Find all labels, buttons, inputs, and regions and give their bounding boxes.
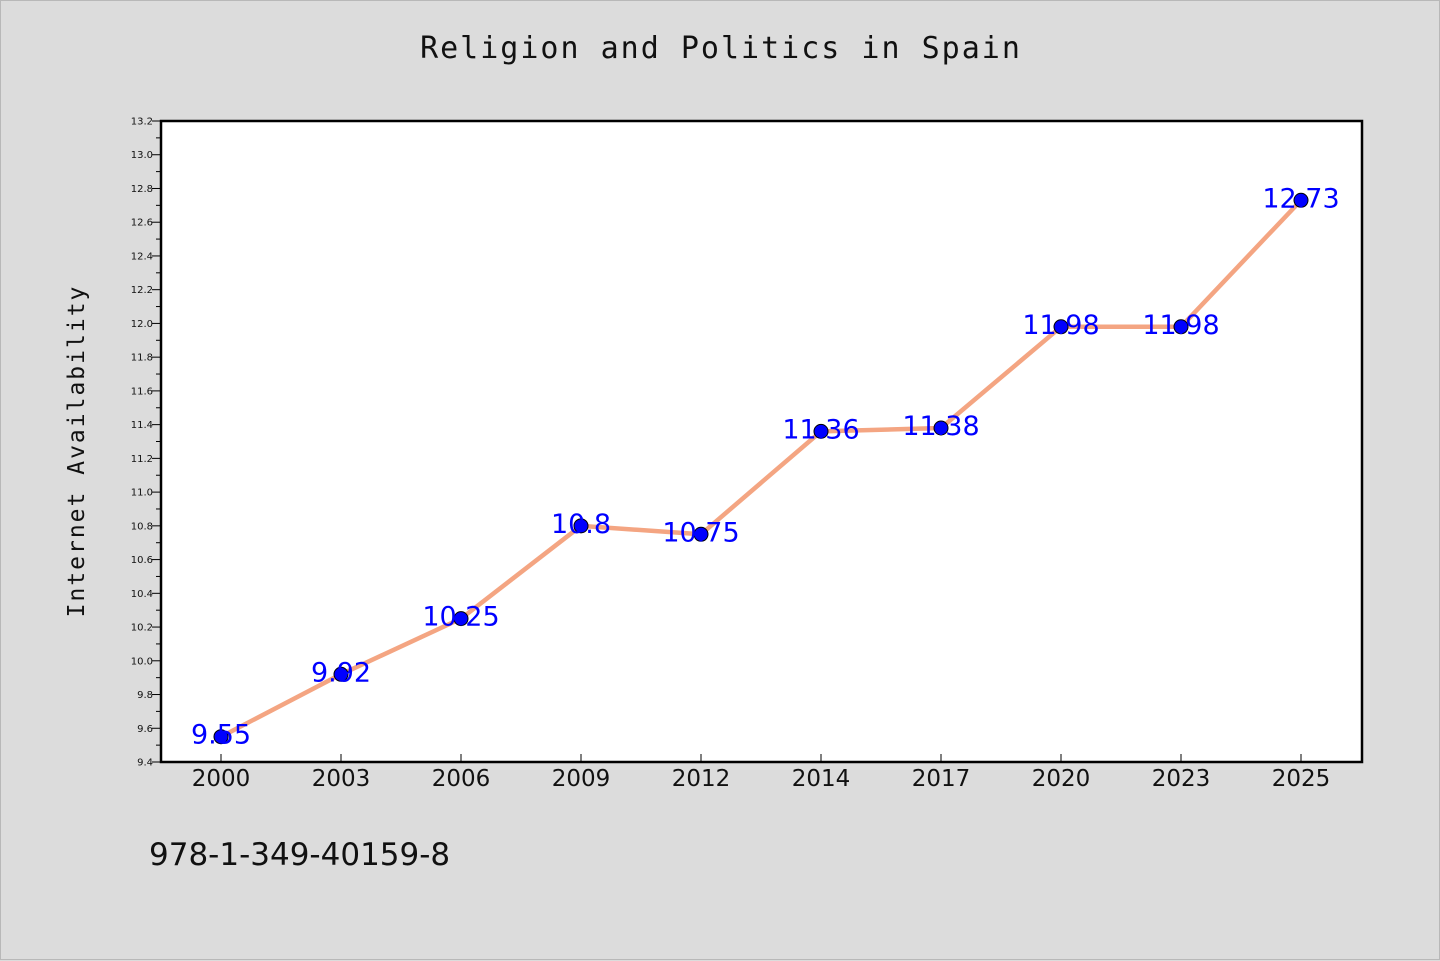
- x-axis: 2000 2003 2006 2009 2012 2014 2017 2020 2023 2025: [192, 754, 1331, 792]
- x-tick-label: 2014: [792, 766, 851, 792]
- y-tick-label: 12.2: [131, 285, 153, 296]
- y-tick-label: 9.6: [137, 724, 153, 735]
- y-tick-label: 12.8: [131, 184, 153, 195]
- data-label: 9.55: [191, 720, 251, 751]
- series-line: [218, 198, 1304, 739]
- x-tick-label: 2023: [1152, 766, 1211, 792]
- y-tick-label: 12.4: [131, 251, 153, 262]
- y-tick-label: 10.0: [131, 656, 153, 667]
- y-tick-label: 9.8: [137, 690, 153, 701]
- data-label: 11.98: [1142, 310, 1219, 341]
- data-label: 9.92: [311, 657, 371, 688]
- chart-title: Religion and Politics in Spain: [420, 31, 1022, 66]
- x-tick-label: 2000: [192, 766, 251, 792]
- data-label: 11.38: [902, 411, 979, 442]
- plot-frame: [159, 119, 1364, 764]
- series-line-group: 9.55 9.92 10.25 10.8 10.75 11.36 11.38 11.98 11.…: [191, 183, 1340, 750]
- y-tick-label: 10.8: [131, 521, 153, 532]
- y-tick-label: 13.0: [131, 150, 153, 161]
- data-label: 10.75: [662, 517, 739, 548]
- y-tick-label: 11.0: [131, 488, 153, 499]
- x-tick-label: 2025: [1272, 766, 1331, 792]
- data-point: [813, 423, 829, 439]
- data-label: 10.25: [422, 602, 499, 633]
- data-point: [1173, 319, 1189, 335]
- y-tick-label: 11.4: [131, 420, 153, 431]
- y-tick-label: 10.4: [131, 589, 153, 600]
- data-point: [693, 526, 709, 542]
- data-label: 11.98: [1022, 310, 1099, 341]
- y-tick-label: 10.2: [131, 623, 153, 634]
- y-tick-label: 11.8: [131, 353, 153, 364]
- x-tick-label: 2017: [912, 766, 971, 792]
- data-label: 10.8: [551, 509, 611, 540]
- data-label: 11.36: [782, 414, 859, 445]
- data-label: 12.73: [1262, 183, 1339, 214]
- data-point: [453, 611, 469, 627]
- y-tick-label: 9.4: [137, 758, 153, 769]
- x-tick-label: 2012: [672, 766, 731, 792]
- y-tick-label: 12.6: [131, 218, 153, 229]
- x-tick-label: 2009: [552, 766, 611, 792]
- y-tick-label: 11.2: [131, 454, 153, 465]
- y-tick-label: 10.6: [131, 555, 153, 566]
- footer-identifier: 978-1-349-40159-8: [149, 837, 451, 873]
- x-tick-label: 2003: [312, 766, 371, 792]
- data-point: [333, 666, 349, 682]
- data-point: [213, 729, 229, 745]
- x-tick-label: 2006: [432, 766, 491, 792]
- y-axis: 9.4 9.6 9.8 10.0 10.2 10.4 10.6 10.8 11.0 11.2 11.…: [131, 117, 161, 769]
- plot-area: [161, 121, 1362, 762]
- data-point: [933, 420, 949, 436]
- x-tick-label: 2020: [1032, 766, 1091, 792]
- y-tick-label: 12.0: [131, 319, 153, 330]
- data-point: [1293, 192, 1309, 208]
- y-tick-label: 11.6: [131, 386, 153, 397]
- data-point: [573, 518, 589, 534]
- y-tick-label: 13.2: [131, 117, 153, 128]
- data-point: [1053, 319, 1069, 335]
